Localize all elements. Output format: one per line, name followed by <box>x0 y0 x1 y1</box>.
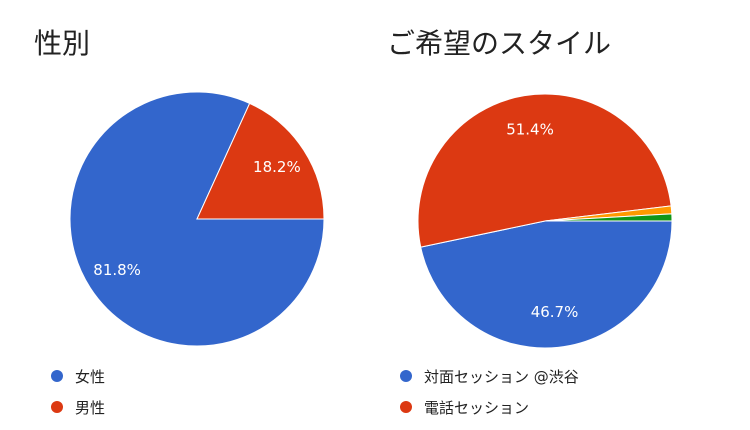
chart-title: ご希望のスタイル <box>387 27 612 60</box>
legend-swatch-icon <box>400 370 412 382</box>
legend-swatch-icon <box>400 401 412 413</box>
pie-slice-2[interactable] <box>417 93 672 248</box>
chart-title: 性別 <box>34 27 91 60</box>
legend-label: 電話セッション <box>424 398 530 417</box>
pie-slice-1[interactable] <box>420 220 673 349</box>
legend-label: 女性 <box>75 367 106 386</box>
slice-data-label: 46.7% <box>531 303 579 321</box>
legend-item-female[interactable]: 女性 <box>51 366 105 386</box>
style-pie-chart: 46.7% 51.4% <box>417 93 673 349</box>
gender-pie-chart: 81.8% 18.2% <box>69 91 325 347</box>
legend-item-phone[interactable]: 電話セッション <box>400 397 579 417</box>
pie-slice-2[interactable] <box>196 102 325 220</box>
slice-data-label: 51.4% <box>506 121 554 139</box>
legend: 女性 男性 <box>51 366 105 428</box>
slice-data-label: 18.2% <box>253 158 301 176</box>
legend: 対面セッション @渋谷 電話セッション <box>400 366 579 428</box>
legend-swatch-icon <box>51 401 63 413</box>
slice-data-label: 81.8% <box>93 261 141 279</box>
legend-label: 男性 <box>75 398 106 417</box>
legend-item-in-person[interactable]: 対面セッション @渋谷 <box>400 366 579 386</box>
legend-item-male[interactable]: 男性 <box>51 397 105 417</box>
gender-chart-panel: 性別 81.8% 18.2% 女性 男性 <box>34 27 325 428</box>
pie-slice-4[interactable] <box>544 213 673 222</box>
legend-label: 対面セッション @渋谷 <box>424 367 579 386</box>
legend-swatch-icon <box>51 370 63 382</box>
style-chart-panel: ご希望のスタイル 46.7% 51.4% 対面セッション @渋谷 電話セッション <box>375 0 750 430</box>
